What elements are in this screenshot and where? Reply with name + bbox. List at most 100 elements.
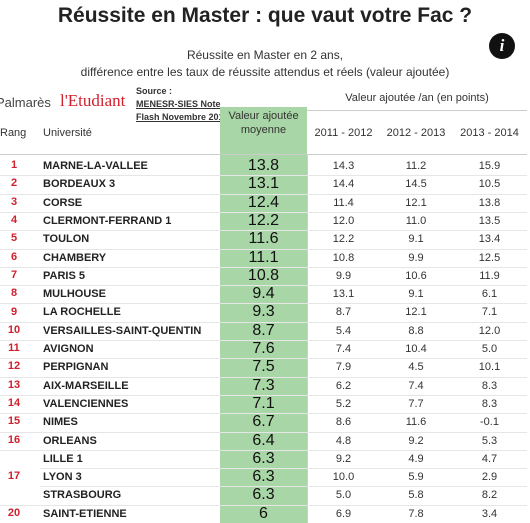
col-header: Rang <box>0 127 27 139</box>
year-value: 10.8 <box>332 251 355 264</box>
col-header: Valeur ajoutée moyenne <box>228 110 299 136</box>
rule <box>40 413 527 415</box>
rule <box>40 285 527 287</box>
average-value: 6.3 <box>252 449 275 467</box>
rank: 20 <box>7 506 21 519</box>
average-value: 7.5 <box>252 358 275 376</box>
rank: 14 <box>7 397 21 410</box>
rule <box>0 321 40 323</box>
average-value: 11.6 <box>248 230 279 248</box>
university: AIX-MARSEILLE <box>43 379 129 392</box>
rule <box>0 449 40 451</box>
year-value: 10.6 <box>405 269 427 282</box>
year-value: 13.8 <box>478 196 501 209</box>
rule <box>0 154 527 155</box>
average-value: 6.3 <box>252 468 275 486</box>
year-value: 5.9 <box>408 471 424 484</box>
rule <box>40 394 527 396</box>
university: NIMES <box>43 416 78 429</box>
rule <box>40 266 527 268</box>
year-value: 8.6 <box>335 416 352 429</box>
group-header: Valeur ajoutée /an (en points) <box>345 92 489 104</box>
source: Flash Novembre 2016 <box>136 112 229 122</box>
year-value: 5.0 <box>481 343 498 355</box>
rule <box>40 175 527 177</box>
rule <box>0 413 40 415</box>
year-value: 6.2 <box>335 379 352 392</box>
year-value: 13.5 <box>478 214 501 227</box>
year-value: 11.2 <box>405 160 427 172</box>
year-value: 10.0 <box>332 471 355 484</box>
rank: 9 <box>10 305 18 318</box>
average-value: 11.1 <box>248 248 279 266</box>
rank: 7 <box>10 268 18 281</box>
university: PARIS 5 <box>43 269 85 282</box>
year-value: 6.9 <box>335 507 352 520</box>
year-value: 8.2 <box>481 489 498 502</box>
rank: 2 <box>10 177 18 190</box>
year-value: 10.4 <box>405 343 427 355</box>
year-value: 13.1 <box>332 288 355 301</box>
year-value: 10.5 <box>478 178 501 191</box>
year-value: 15.9 <box>478 160 501 172</box>
average-value: 6.4 <box>252 431 275 449</box>
university: AVIGNON <box>43 343 94 355</box>
rule <box>0 285 40 287</box>
university: CHAMBERY <box>43 251 107 264</box>
year-value: 11.4 <box>333 196 354 209</box>
year-value: 7.7 <box>408 397 424 410</box>
year-value: 4.8 <box>335 434 352 447</box>
subtitle: différence entre les taux de réussite at… <box>80 65 450 79</box>
year-value: 5.4 <box>335 324 352 337</box>
year-value: 5.8 <box>408 489 424 502</box>
rule <box>0 230 40 232</box>
rule <box>40 449 527 451</box>
university: CORSE <box>43 196 83 209</box>
rank: 16 <box>7 433 21 446</box>
col-header: Université <box>43 127 92 139</box>
rank: 11 <box>8 342 20 355</box>
source-label: Source : <box>136 86 173 96</box>
subtitle: Réussite en Master en 2 ans, <box>186 48 344 62</box>
year-value: 9.2 <box>335 452 352 465</box>
value-column-bg <box>220 107 307 523</box>
average-value: 8.7 <box>252 321 275 339</box>
year-value: 5.3 <box>481 434 498 447</box>
year-value: 12.2 <box>332 233 355 246</box>
rule <box>0 504 40 506</box>
rank: 4 <box>10 214 18 227</box>
year-value: 8.7 <box>335 306 352 319</box>
average-value: 13.8 <box>247 157 280 174</box>
rank: 5 <box>10 232 18 245</box>
university: CLERMONT-FERRAND 1 <box>43 214 172 227</box>
year-value: 2.9 <box>481 471 498 484</box>
info-icon[interactable]: i <box>489 33 515 59</box>
rule <box>307 110 527 111</box>
average-value: 12.2 <box>247 211 280 229</box>
rule <box>40 230 527 232</box>
col-header: 2011 - 2012 <box>314 127 373 139</box>
rank: 3 <box>10 195 18 208</box>
rule <box>307 154 308 523</box>
year-value: 4.9 <box>408 452 424 465</box>
rule <box>0 211 40 213</box>
year-value: 7.4 <box>335 343 352 355</box>
rank: 12 <box>7 360 21 373</box>
rule <box>40 321 527 323</box>
year-value: 9.9 <box>335 269 352 282</box>
rank: 1 <box>10 159 18 172</box>
year-value: 7.1 <box>481 306 498 319</box>
rule <box>0 376 40 378</box>
rule <box>40 431 527 433</box>
year-value: 14.3 <box>332 160 355 172</box>
rule <box>0 193 40 195</box>
rule <box>40 340 527 341</box>
year-value: 9.9 <box>408 251 424 264</box>
rule <box>0 175 40 177</box>
rank: 15 <box>7 415 21 428</box>
rank: 6 <box>10 250 18 263</box>
year-value: 11.9 <box>479 269 500 282</box>
university: MULHOUSE <box>43 288 106 301</box>
average-value: 6 <box>259 504 268 522</box>
rule <box>0 340 40 341</box>
